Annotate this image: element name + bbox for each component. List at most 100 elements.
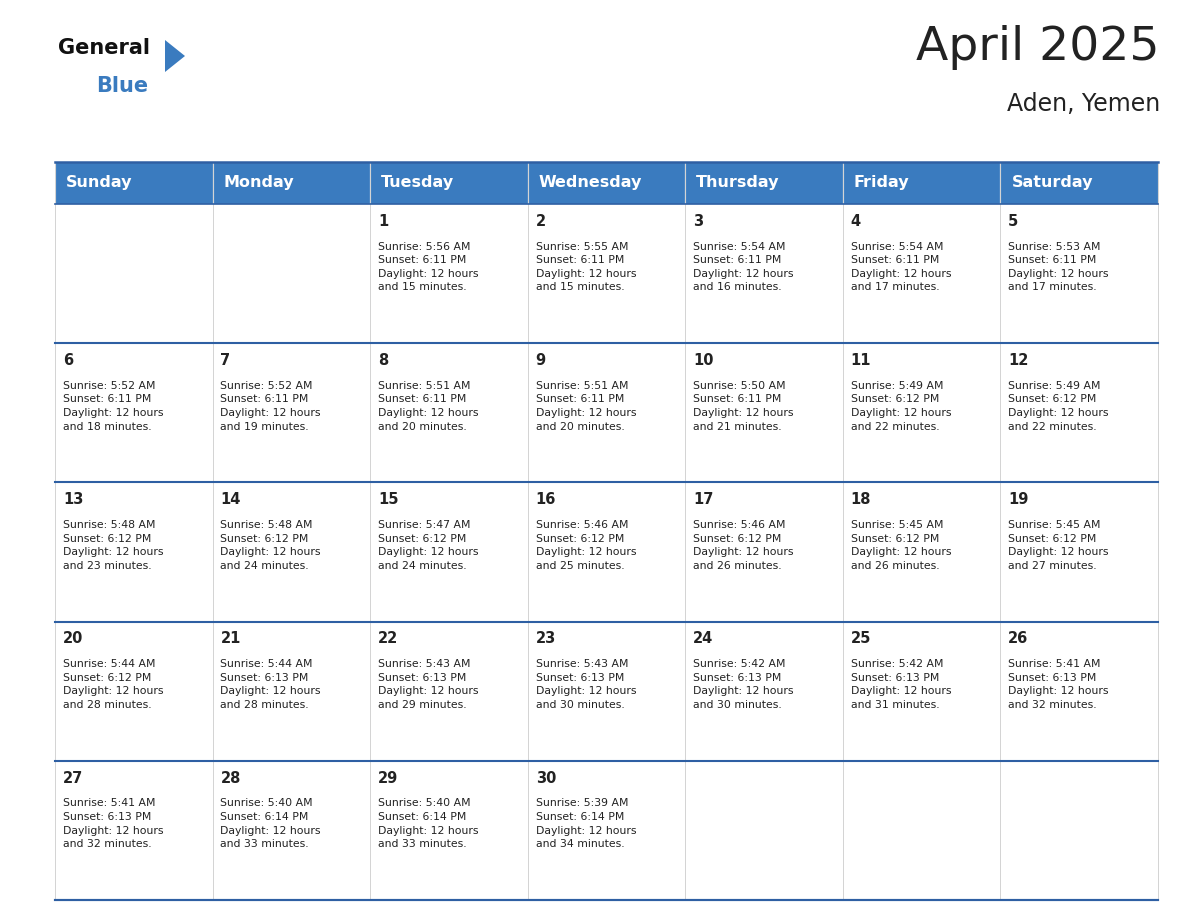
Text: Sunrise: 5:54 AM
Sunset: 6:11 PM
Daylight: 12 hours
and 17 minutes.: Sunrise: 5:54 AM Sunset: 6:11 PM Dayligh… bbox=[851, 241, 952, 293]
Text: Blue: Blue bbox=[96, 76, 148, 96]
Text: Sunrise: 5:41 AM
Sunset: 6:13 PM
Daylight: 12 hours
and 32 minutes.: Sunrise: 5:41 AM Sunset: 6:13 PM Dayligh… bbox=[1009, 659, 1108, 710]
Text: 2: 2 bbox=[536, 214, 545, 229]
Bar bbox=[527, 343, 685, 482]
Bar bbox=[55, 343, 213, 482]
Text: 19: 19 bbox=[1009, 492, 1029, 507]
Text: 20: 20 bbox=[63, 632, 83, 646]
Text: 18: 18 bbox=[851, 492, 871, 507]
Bar bbox=[55, 761, 213, 900]
Bar bbox=[842, 162, 1000, 204]
Polygon shape bbox=[165, 40, 185, 72]
Bar bbox=[213, 162, 371, 204]
Bar bbox=[371, 343, 527, 482]
Text: Sunrise: 5:40 AM
Sunset: 6:14 PM
Daylight: 12 hours
and 33 minutes.: Sunrise: 5:40 AM Sunset: 6:14 PM Dayligh… bbox=[221, 799, 321, 849]
Text: Sunrise: 5:52 AM
Sunset: 6:11 PM
Daylight: 12 hours
and 19 minutes.: Sunrise: 5:52 AM Sunset: 6:11 PM Dayligh… bbox=[221, 381, 321, 431]
Bar bbox=[527, 482, 685, 621]
Bar bbox=[1000, 204, 1158, 343]
Text: Saturday: Saturday bbox=[1011, 175, 1093, 191]
Text: Sunrise: 5:45 AM
Sunset: 6:12 PM
Daylight: 12 hours
and 26 minutes.: Sunrise: 5:45 AM Sunset: 6:12 PM Dayligh… bbox=[851, 520, 952, 571]
Text: 13: 13 bbox=[63, 492, 83, 507]
Bar bbox=[213, 761, 371, 900]
Text: 1: 1 bbox=[378, 214, 388, 229]
Text: Monday: Monday bbox=[223, 175, 295, 191]
Text: 14: 14 bbox=[221, 492, 241, 507]
Text: 21: 21 bbox=[221, 632, 241, 646]
Text: Sunrise: 5:44 AM
Sunset: 6:12 PM
Daylight: 12 hours
and 28 minutes.: Sunrise: 5:44 AM Sunset: 6:12 PM Dayligh… bbox=[63, 659, 164, 710]
Text: Sunrise: 5:50 AM
Sunset: 6:11 PM
Daylight: 12 hours
and 21 minutes.: Sunrise: 5:50 AM Sunset: 6:11 PM Dayligh… bbox=[693, 381, 794, 431]
Bar bbox=[685, 482, 842, 621]
Text: 11: 11 bbox=[851, 353, 871, 368]
Bar bbox=[213, 621, 371, 761]
Text: 28: 28 bbox=[221, 770, 241, 786]
Text: Sunrise: 5:42 AM
Sunset: 6:13 PM
Daylight: 12 hours
and 30 minutes.: Sunrise: 5:42 AM Sunset: 6:13 PM Dayligh… bbox=[693, 659, 794, 710]
Bar bbox=[1000, 482, 1158, 621]
Bar bbox=[1000, 621, 1158, 761]
Text: Wednesday: Wednesday bbox=[538, 175, 643, 191]
Bar bbox=[371, 204, 527, 343]
Bar bbox=[842, 204, 1000, 343]
Bar bbox=[685, 162, 842, 204]
Bar bbox=[527, 204, 685, 343]
Text: Thursday: Thursday bbox=[696, 175, 779, 191]
Text: Sunrise: 5:46 AM
Sunset: 6:12 PM
Daylight: 12 hours
and 26 minutes.: Sunrise: 5:46 AM Sunset: 6:12 PM Dayligh… bbox=[693, 520, 794, 571]
Text: Sunrise: 5:47 AM
Sunset: 6:12 PM
Daylight: 12 hours
and 24 minutes.: Sunrise: 5:47 AM Sunset: 6:12 PM Dayligh… bbox=[378, 520, 479, 571]
Bar bbox=[842, 621, 1000, 761]
Text: Sunrise: 5:45 AM
Sunset: 6:12 PM
Daylight: 12 hours
and 27 minutes.: Sunrise: 5:45 AM Sunset: 6:12 PM Dayligh… bbox=[1009, 520, 1108, 571]
Text: 8: 8 bbox=[378, 353, 388, 368]
Text: Sunrise: 5:51 AM
Sunset: 6:11 PM
Daylight: 12 hours
and 20 minutes.: Sunrise: 5:51 AM Sunset: 6:11 PM Dayligh… bbox=[378, 381, 479, 431]
Text: 15: 15 bbox=[378, 492, 398, 507]
Text: Aden, Yemen: Aden, Yemen bbox=[1006, 92, 1159, 116]
Text: 25: 25 bbox=[851, 632, 871, 646]
Text: Friday: Friday bbox=[854, 175, 910, 191]
Text: Sunrise: 5:52 AM
Sunset: 6:11 PM
Daylight: 12 hours
and 18 minutes.: Sunrise: 5:52 AM Sunset: 6:11 PM Dayligh… bbox=[63, 381, 164, 431]
Text: 9: 9 bbox=[536, 353, 545, 368]
Text: 27: 27 bbox=[63, 770, 83, 786]
Text: 23: 23 bbox=[536, 632, 556, 646]
Text: Sunrise: 5:48 AM
Sunset: 6:12 PM
Daylight: 12 hours
and 23 minutes.: Sunrise: 5:48 AM Sunset: 6:12 PM Dayligh… bbox=[63, 520, 164, 571]
Text: 7: 7 bbox=[221, 353, 230, 368]
Text: Sunrise: 5:42 AM
Sunset: 6:13 PM
Daylight: 12 hours
and 31 minutes.: Sunrise: 5:42 AM Sunset: 6:13 PM Dayligh… bbox=[851, 659, 952, 710]
Text: 10: 10 bbox=[693, 353, 714, 368]
Text: 29: 29 bbox=[378, 770, 398, 786]
Text: 24: 24 bbox=[693, 632, 714, 646]
Text: Sunrise: 5:53 AM
Sunset: 6:11 PM
Daylight: 12 hours
and 17 minutes.: Sunrise: 5:53 AM Sunset: 6:11 PM Dayligh… bbox=[1009, 241, 1108, 293]
Bar bbox=[1000, 343, 1158, 482]
Bar bbox=[55, 482, 213, 621]
Text: Sunrise: 5:44 AM
Sunset: 6:13 PM
Daylight: 12 hours
and 28 minutes.: Sunrise: 5:44 AM Sunset: 6:13 PM Dayligh… bbox=[221, 659, 321, 710]
Text: Sunrise: 5:39 AM
Sunset: 6:14 PM
Daylight: 12 hours
and 34 minutes.: Sunrise: 5:39 AM Sunset: 6:14 PM Dayligh… bbox=[536, 799, 636, 849]
Bar bbox=[213, 482, 371, 621]
Bar bbox=[527, 621, 685, 761]
Bar bbox=[842, 343, 1000, 482]
Text: Sunrise: 5:40 AM
Sunset: 6:14 PM
Daylight: 12 hours
and 33 minutes.: Sunrise: 5:40 AM Sunset: 6:14 PM Dayligh… bbox=[378, 799, 479, 849]
Bar bbox=[842, 761, 1000, 900]
Text: Sunrise: 5:43 AM
Sunset: 6:13 PM
Daylight: 12 hours
and 29 minutes.: Sunrise: 5:43 AM Sunset: 6:13 PM Dayligh… bbox=[378, 659, 479, 710]
Text: Sunrise: 5:55 AM
Sunset: 6:11 PM
Daylight: 12 hours
and 15 minutes.: Sunrise: 5:55 AM Sunset: 6:11 PM Dayligh… bbox=[536, 241, 636, 293]
Bar bbox=[842, 482, 1000, 621]
Bar bbox=[1000, 761, 1158, 900]
Text: Sunday: Sunday bbox=[67, 175, 133, 191]
Bar bbox=[55, 621, 213, 761]
Text: 3: 3 bbox=[693, 214, 703, 229]
Text: 16: 16 bbox=[536, 492, 556, 507]
Text: 17: 17 bbox=[693, 492, 714, 507]
Bar bbox=[371, 162, 527, 204]
Text: Tuesday: Tuesday bbox=[381, 175, 454, 191]
Bar bbox=[685, 343, 842, 482]
Bar bbox=[371, 761, 527, 900]
Bar bbox=[1000, 162, 1158, 204]
Text: Sunrise: 5:49 AM
Sunset: 6:12 PM
Daylight: 12 hours
and 22 minutes.: Sunrise: 5:49 AM Sunset: 6:12 PM Dayligh… bbox=[851, 381, 952, 431]
Bar bbox=[55, 162, 213, 204]
Bar bbox=[685, 621, 842, 761]
Bar bbox=[685, 204, 842, 343]
Bar bbox=[371, 482, 527, 621]
Text: 6: 6 bbox=[63, 353, 72, 368]
Text: 12: 12 bbox=[1009, 353, 1029, 368]
Bar bbox=[213, 343, 371, 482]
Text: 4: 4 bbox=[851, 214, 861, 229]
Text: Sunrise: 5:46 AM
Sunset: 6:12 PM
Daylight: 12 hours
and 25 minutes.: Sunrise: 5:46 AM Sunset: 6:12 PM Dayligh… bbox=[536, 520, 636, 571]
Bar bbox=[685, 761, 842, 900]
Text: Sunrise: 5:51 AM
Sunset: 6:11 PM
Daylight: 12 hours
and 20 minutes.: Sunrise: 5:51 AM Sunset: 6:11 PM Dayligh… bbox=[536, 381, 636, 431]
Text: Sunrise: 5:56 AM
Sunset: 6:11 PM
Daylight: 12 hours
and 15 minutes.: Sunrise: 5:56 AM Sunset: 6:11 PM Dayligh… bbox=[378, 241, 479, 293]
Text: Sunrise: 5:54 AM
Sunset: 6:11 PM
Daylight: 12 hours
and 16 minutes.: Sunrise: 5:54 AM Sunset: 6:11 PM Dayligh… bbox=[693, 241, 794, 293]
Text: Sunrise: 5:43 AM
Sunset: 6:13 PM
Daylight: 12 hours
and 30 minutes.: Sunrise: 5:43 AM Sunset: 6:13 PM Dayligh… bbox=[536, 659, 636, 710]
